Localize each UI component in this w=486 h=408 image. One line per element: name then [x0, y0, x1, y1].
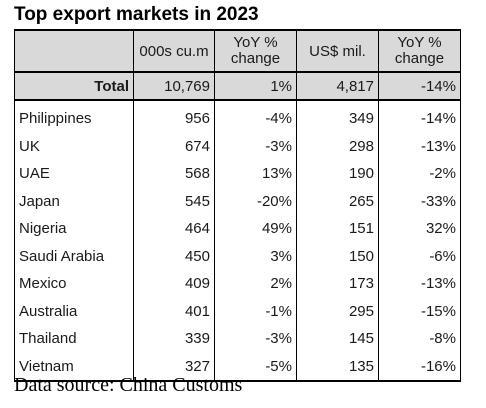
header-cell-volume-yoy: YoY % change: [214, 29, 297, 72]
total-volume-yoy: 1%: [214, 71, 297, 101]
row-volume: 409: [133, 270, 215, 298]
table-row: Thailand 339 -3% 145 -8%: [14, 325, 461, 353]
row-label: UAE: [14, 160, 134, 188]
row-value: 145: [296, 325, 379, 353]
table-row: Japan 545 -20% 265 -33%: [14, 187, 461, 215]
table-row: Australia 401 -1% 295 -15%: [14, 297, 461, 325]
table-row: UK 674 -3% 298 -13%: [14, 132, 461, 160]
total-label: Total: [14, 71, 134, 101]
row-label: UK: [14, 132, 134, 160]
data-source-note: Data source: China Customs: [14, 374, 243, 396]
total-row: Total 10,769 1% 4,817 -14%: [14, 71, 461, 101]
table-row: Saudi Arabia 450 3% 150 -6%: [14, 242, 461, 270]
table-row: Vietnam 327 -5% 135 -16%: [14, 352, 461, 382]
row-label: Vietnam: [14, 352, 134, 382]
row-volume: 674: [133, 132, 215, 160]
row-value-yoy: -2%: [378, 160, 461, 188]
row-value-yoy: -8%: [378, 325, 461, 353]
row-volume-yoy: -3%: [214, 325, 297, 353]
row-volume-yoy: -20%: [214, 187, 297, 215]
row-volume-yoy: 2%: [214, 270, 297, 298]
row-value: 349: [296, 100, 379, 133]
row-value: 151: [296, 215, 379, 243]
row-volume-yoy: -3%: [214, 132, 297, 160]
row-value-yoy: -13%: [378, 270, 461, 298]
header-cell-volume: 000s cu.m: [133, 29, 215, 72]
row-value: 135: [296, 352, 379, 382]
row-value-yoy: -14%: [378, 100, 461, 133]
row-volume: 568: [133, 160, 215, 188]
row-value-yoy: -6%: [378, 242, 461, 270]
header-row: 000s cu.m YoY % change US$ mil. YoY % ch…: [14, 29, 461, 72]
table-row: Philippines 956 -4% 349 -14%: [14, 100, 461, 133]
total-value: 4,817: [296, 71, 379, 101]
row-volume: 339: [133, 325, 215, 353]
row-volume: 401: [133, 297, 215, 325]
header-cell-value-yoy: YoY % change: [378, 29, 461, 72]
row-volume-yoy: -5%: [214, 352, 297, 382]
row-volume: 327: [133, 352, 215, 382]
row-volume-yoy: -4%: [214, 100, 297, 133]
row-volume-yoy: 3%: [214, 242, 297, 270]
row-label: Australia: [14, 297, 134, 325]
row-label: Saudi Arabia: [14, 242, 134, 270]
header-cell-value: US$ mil.: [296, 29, 379, 72]
row-value: 173: [296, 270, 379, 298]
row-value-yoy: 32%: [378, 215, 461, 243]
row-value-yoy: -13%: [378, 132, 461, 160]
row-label: Thailand: [14, 325, 134, 353]
table-row: Mexico 409 2% 173 -13%: [14, 270, 461, 298]
row-volume-yoy: -1%: [214, 297, 297, 325]
row-value: 265: [296, 187, 379, 215]
page-title: Top export markets in 2023: [14, 4, 259, 25]
row-volume-yoy: 49%: [214, 215, 297, 243]
table-row: UAE 568 13% 190 -2%: [14, 160, 461, 188]
row-value-yoy: -16%: [378, 352, 461, 382]
row-value: 295: [296, 297, 379, 325]
row-value: 150: [296, 242, 379, 270]
total-volume: 10,769: [133, 71, 215, 101]
header-cell-label: [14, 29, 134, 72]
row-value: 298: [296, 132, 379, 160]
row-value-yoy: -33%: [378, 187, 461, 215]
row-value: 190: [296, 160, 379, 188]
row-volume: 450: [133, 242, 215, 270]
export-markets-table: 000s cu.m YoY % change US$ mil. YoY % ch…: [14, 29, 461, 382]
row-value-yoy: -15%: [378, 297, 461, 325]
row-label: Mexico: [14, 270, 134, 298]
row-volume: 545: [133, 187, 215, 215]
table-row: Nigeria 464 49% 151 32%: [14, 215, 461, 243]
total-value-yoy: -14%: [378, 71, 461, 101]
row-volume-yoy: 13%: [214, 160, 297, 188]
row-label: Japan: [14, 187, 134, 215]
row-volume: 956: [133, 100, 215, 133]
row-label: Nigeria: [14, 215, 134, 243]
row-label: Philippines: [14, 100, 134, 133]
row-volume: 464: [133, 215, 215, 243]
